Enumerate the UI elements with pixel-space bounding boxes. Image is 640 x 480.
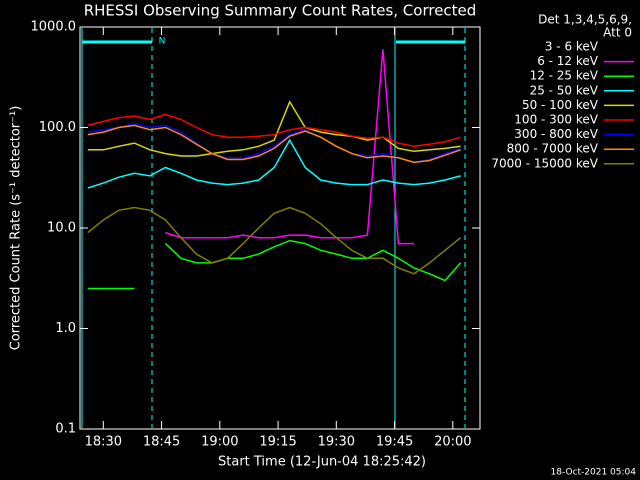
x-axis-label: Start Time (12-Jun-04 18:25:42) xyxy=(218,455,426,470)
legend-label: 3 - 6 keV xyxy=(545,40,599,54)
series-line xyxy=(87,122,461,164)
x-tick-label: 18:30 xyxy=(85,435,122,450)
x-tick-label: 18:45 xyxy=(143,435,180,450)
legend-label: 7000 - 15000 keV xyxy=(491,156,598,170)
legend-label: 25 - 50 keV xyxy=(530,83,599,97)
legend-label: 800 - 7000 keV xyxy=(507,142,599,156)
legend-label: 100 - 300 keV xyxy=(514,113,598,127)
series-line xyxy=(87,138,461,189)
y-tick-label: 0.1 xyxy=(55,422,76,437)
legend-label: 6 - 12 keV xyxy=(537,54,599,68)
x-tick-label: 19:45 xyxy=(376,435,413,450)
y-tick-label: 1000.0 xyxy=(31,20,77,35)
y-tick-label: 1.0 xyxy=(55,321,76,336)
x-tick-label: 19:15 xyxy=(259,435,296,450)
series-line xyxy=(87,124,461,164)
x-tick-label: 20:00 xyxy=(434,435,471,450)
series-line xyxy=(164,239,462,282)
legend-label: 12 - 25 keV xyxy=(530,69,599,83)
x-tick-label: 19:30 xyxy=(318,435,355,450)
legend-label: 50 - 100 keV xyxy=(522,98,599,112)
annotation: N xyxy=(159,37,166,47)
chart-title: RHESSI Observing Summary Count Rates, Co… xyxy=(84,2,477,20)
series-line xyxy=(87,206,462,275)
y-tick-label: 10.0 xyxy=(47,221,76,236)
y-axis-label: Corrected Count Rate (s⁻¹ detector⁻¹) xyxy=(9,106,24,351)
series-line xyxy=(164,257,384,322)
legend-title: Det 1,3,4,5,6,9, xyxy=(538,13,632,27)
indicators: N xyxy=(81,28,466,428)
legend-label: 300 - 800 keV xyxy=(514,127,598,141)
series-line xyxy=(87,100,461,157)
series-line xyxy=(165,49,414,245)
y-tick-label: 100.0 xyxy=(39,120,76,135)
x-tick-label: 19:00 xyxy=(201,435,238,450)
plot-frame xyxy=(79,26,481,430)
footer: 18-Oct-2021 05:04 xyxy=(551,468,637,478)
series-line xyxy=(87,113,461,148)
legend-title: Att 0 xyxy=(603,26,632,40)
